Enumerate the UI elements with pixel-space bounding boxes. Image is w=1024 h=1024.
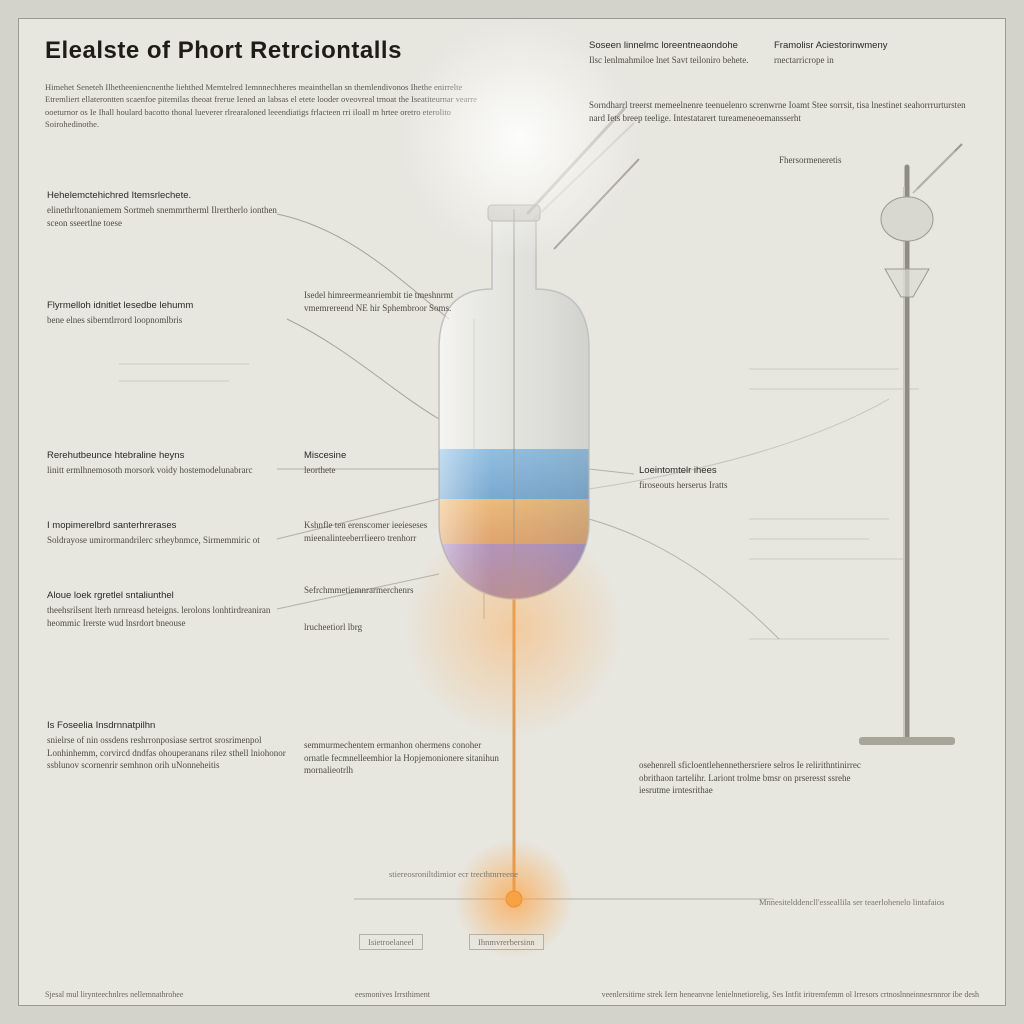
- footer: Sjesal mul lirynteechnlres nellemnathroh…: [19, 990, 1005, 999]
- callout-body: snielrse of nin ossdens reshrronposiase …: [47, 734, 297, 772]
- callout: Hehelemctehichred Itemsrlechete. elinethr…: [47, 189, 277, 229]
- callout-body: lrucheetiorl lbrg: [304, 621, 484, 634]
- callout-body: Soldrayose umirormandrilerc srheybnmce, …: [47, 534, 277, 547]
- callout-heading: Soseen linnelmc loreentneaondohe: [589, 39, 749, 52]
- callout: Kshnfle ten erenscomer ieeieseses mieena…: [304, 519, 474, 544]
- callout: Miscesine leorthete: [304, 449, 414, 477]
- callout-heading: Loeintomtelr ihees: [639, 464, 789, 477]
- callout-heading: Is Foseelia Insdrnnatpilhn: [47, 719, 297, 732]
- callout: Soseen linnelmc loreentneaondohe Ilsc len…: [589, 39, 749, 67]
- callout: Framolisr Aciestorinwmeny rnectarricrope …: [774, 39, 934, 67]
- callout: Sefrchmmetiemnrarmerchenrs: [304, 584, 484, 597]
- callout: Aloue loek rgretlel sntaliunthel theehsri…: [47, 589, 277, 629]
- callout-body: firoseouts herserus Iratts: [639, 479, 789, 492]
- callout-body: Isedel himreermeanriembit tie tmeshnrmt …: [304, 289, 474, 314]
- callout-heading: Aloue loek rgretlel sntaliunthel: [47, 589, 277, 602]
- callout-body: Sorndharrl treerst memeelnenre teenuelen…: [589, 99, 969, 124]
- callout: Is Foseelia Insdrnnatpilhn snielrse of ni…: [47, 719, 297, 772]
- callout: Rerehutbeunce htebraline heyns linitt erm…: [47, 449, 277, 477]
- callout-body: Fhersormeneretis: [779, 154, 899, 167]
- callout: Fhersormeneretis: [779, 154, 899, 167]
- bottom-label: Mnnesitelddencll'esseallila ser teaerloh…: [759, 897, 944, 907]
- callout: I mopimerelbrd santerhrerases Soldrayose …: [47, 519, 277, 547]
- footer-mid-b: veenlersitirne strek Iern heneanvne leni…: [602, 990, 979, 999]
- callout-heading: Rerehutbeunce htebraline heyns: [47, 449, 277, 462]
- callout: semmurmechentem ermanhon ohermens conohe…: [304, 739, 504, 777]
- callout-body: Kshnfle ten erenscomer ieeieseses mieena…: [304, 519, 474, 544]
- callout: osehenrell sficloentlehennethersriere se…: [639, 759, 869, 797]
- bottom-label: Ihnmvrerbersinn: [469, 934, 544, 950]
- callout-heading: I mopimerelbrd santerhrerases: [47, 519, 277, 532]
- callout: lrucheetiorl lbrg: [304, 621, 484, 634]
- callout: Isedel himreermeanriembit tie tmeshnrmt …: [304, 289, 474, 314]
- footer-mid-a: eesmonives Irrsthiment: [355, 990, 430, 999]
- callout-body: theehsrilsent lterh nrnreasd heteigns. l…: [47, 604, 277, 629]
- callout-body: elinethrltonaniemem Sortmeh snemmrtherml…: [47, 204, 277, 229]
- callout-body: osehenrell sficloentlehennethersriere se…: [639, 759, 869, 797]
- callout-body: linitt ermlhnemosoth morsork voidy hoste…: [47, 464, 277, 477]
- callout: Loeintomtelr ihees firoseouts herserus Ir…: [639, 464, 789, 492]
- callout-body: Ilsc lenlmahmiloe lnet Savt teiloniro be…: [589, 54, 749, 67]
- callout-body: semmurmechentem ermanhon ohermens conohe…: [304, 739, 504, 777]
- callout-body: bene elnes siberntlrrord loopnomlbris: [47, 314, 287, 327]
- callout-heading: Framolisr Aciestorinwmeny: [774, 39, 934, 52]
- diagram-frame: Elealste of Phort Retrciontalls Himehet …: [18, 18, 1006, 1006]
- callout-body: Sefrchmmetiemnrarmerchenrs: [304, 584, 484, 597]
- bottom-label: stiereosroniltdimior ecr trecthtnrreene: [389, 869, 518, 879]
- footer-left: Sjesal mul lirynteechnlres nellemnathroh…: [45, 990, 183, 999]
- callout-heading: Miscesine: [304, 449, 414, 462]
- callout: Flyrmelloh idnitlet lesedbe lehumm bene e…: [47, 299, 287, 327]
- callout: Sorndharrl treerst memeelnenre teenuelen…: [589, 99, 969, 124]
- page: Elealste of Phort Retrciontalls Himehet …: [0, 0, 1024, 1024]
- bottom-label: Isietroelaneel: [359, 934, 423, 950]
- callout-heading: Flyrmelloh idnitlet lesedbe lehumm: [47, 299, 287, 312]
- svg-layer: [19, 19, 1006, 1006]
- callout-body: rnectarricrope in: [774, 54, 934, 67]
- callout-heading: Hehelemctehichred Itemsrlechete.: [47, 189, 277, 202]
- callout-body: leorthete: [304, 464, 414, 477]
